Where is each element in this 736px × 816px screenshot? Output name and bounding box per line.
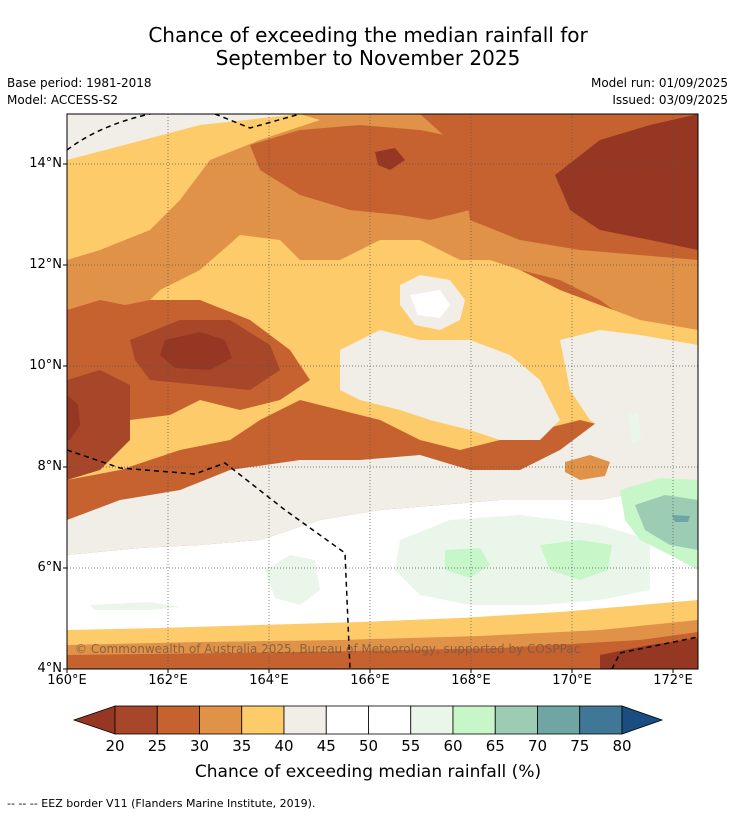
region-40-45-east — [560, 330, 698, 440]
lon-label-160e: 160°E — [47, 673, 87, 688]
colorbar-bin — [114, 705, 158, 735]
lat-label-4n: 4°N — [37, 661, 63, 676]
region-55-60-sliver — [628, 412, 641, 444]
model-name: Model: ACCESS-S2 — [7, 93, 119, 107]
map-frame — [66, 113, 699, 670]
colorbar-bin — [368, 705, 412, 735]
colorbar-tick-label: 70 — [527, 737, 548, 755]
lat-label-14n: 14°N — [29, 156, 62, 171]
map-title-line1: Chance of exceeding the median rainfall … — [148, 23, 588, 47]
base-period: Base period: 1981-2018 — [7, 76, 152, 90]
colorbar-under-arrow — [72, 705, 116, 735]
region-35-40-top — [67, 114, 320, 260]
region-20-northeast — [555, 114, 698, 250]
region-70-75-spot — [672, 515, 690, 522]
region-25-30-south — [67, 632, 698, 669]
colorbar-tick-label: 25 — [147, 737, 167, 755]
region-55-60-strip — [90, 602, 180, 610]
region-30-35-east-blob — [565, 455, 610, 480]
eez-footnote: -- -- -- EEZ border V11 (Flanders Marine… — [7, 797, 316, 810]
colorbar-bin — [410, 705, 454, 735]
region-20-spot — [375, 148, 405, 170]
colorbar — [72, 705, 664, 735]
region-65-70-east — [635, 495, 698, 550]
lat-label-10n: 10°N — [29, 358, 62, 373]
colorbar-bin — [199, 705, 243, 735]
region-20-core — [160, 332, 232, 370]
issued-date: Issued: 03/09/2025 — [612, 93, 728, 107]
colorbar-tick-label: 55 — [401, 737, 421, 755]
lon-label-164e: 164°E — [249, 673, 289, 688]
colorbar-tick-label: 40 — [274, 737, 294, 755]
colorbar-tick-label: 75 — [570, 737, 590, 755]
colorbar-bin — [579, 705, 623, 735]
map-title-line2: September to November 2025 — [215, 46, 521, 70]
rainfall-map — [67, 114, 698, 669]
region-55-60-south — [395, 515, 650, 605]
colorbar-bin — [156, 705, 200, 735]
lat-label-6n: 6°N — [37, 560, 63, 575]
lon-label-166e: 166°E — [350, 673, 390, 688]
colorbar-bin — [494, 705, 538, 735]
region-55-60-southwest — [265, 555, 320, 605]
colorbar-tick-label: 30 — [189, 737, 210, 755]
lat-label-12n: 12°N — [29, 257, 62, 272]
region-40-45-center — [340, 330, 560, 440]
lon-label-162e: 162°E — [148, 673, 188, 688]
region-20-25-west-edge — [67, 370, 130, 480]
colorbar-bin — [325, 705, 369, 735]
colorbar-tick-label: 20 — [105, 737, 125, 755]
colorbar-tick-label: 35 — [232, 737, 252, 755]
colorbar-over-arrow — [621, 705, 664, 735]
region-45-55-islet — [410, 290, 450, 318]
colorbar-bin — [452, 705, 496, 735]
model-run: Model run: 01/09/2025 — [590, 76, 728, 90]
region-60-65-b — [445, 548, 490, 578]
colorbar-tick-label: 50 — [358, 737, 379, 755]
region-20-southeast — [600, 638, 698, 669]
region-60-65-a — [540, 540, 612, 580]
colorbar-title: Chance of exceeding median rainfall (%) — [194, 762, 542, 782]
colorbar-tick-label: 80 — [612, 737, 632, 755]
eez-border — [67, 114, 698, 669]
lon-label-170e: 170°E — [552, 673, 592, 688]
lon-label-168e: 168°E — [451, 673, 491, 688]
colorbar-tick-label: 65 — [485, 737, 505, 755]
graticule — [67, 114, 698, 669]
region-40-45-top — [67, 114, 300, 190]
region-20-west-spot — [67, 395, 80, 440]
region-25-30-north — [250, 125, 520, 220]
lon-label-172e: 172°E — [653, 673, 693, 688]
axis-ticks — [63, 163, 674, 673]
colorbar-tick-label: 60 — [443, 737, 463, 755]
colorbar-tick-label: 45 — [316, 737, 336, 755]
colorbar-bin — [283, 705, 327, 735]
lat-label-8n: 8°N — [37, 459, 63, 474]
colorbar-bin — [537, 705, 581, 735]
region-40-45-belt — [67, 390, 698, 555]
copyright-notice: © Commonwealth of Australia 2025, Bureau… — [75, 642, 581, 656]
colorbar-bin — [241, 705, 285, 735]
